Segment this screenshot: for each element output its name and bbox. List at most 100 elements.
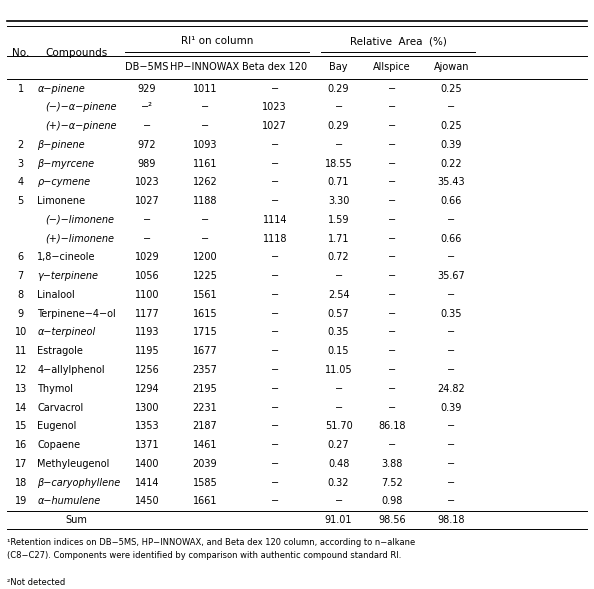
- Text: 1715: 1715: [192, 327, 217, 337]
- Text: α−humulene: α−humulene: [37, 497, 100, 507]
- Text: 0.57: 0.57: [328, 309, 349, 319]
- Text: 1114: 1114: [263, 215, 287, 225]
- Text: DB−5MS: DB−5MS: [125, 62, 169, 72]
- Text: 1400: 1400: [135, 459, 159, 469]
- Text: 15: 15: [15, 421, 27, 431]
- Text: 9: 9: [18, 309, 24, 319]
- Text: Relative  Area  (%): Relative Area (%): [349, 36, 447, 46]
- Text: ²Not detected: ²Not detected: [7, 578, 65, 587]
- Text: −: −: [388, 327, 396, 337]
- Text: 1371: 1371: [135, 440, 159, 450]
- Text: −: −: [388, 215, 396, 225]
- Text: −: −: [334, 271, 343, 281]
- Text: −: −: [201, 102, 209, 112]
- Text: −: −: [388, 384, 396, 394]
- Text: 0.39: 0.39: [441, 140, 462, 150]
- Text: 1: 1: [18, 84, 24, 94]
- Text: −: −: [388, 140, 396, 150]
- Text: −: −: [271, 158, 279, 168]
- Text: 18.55: 18.55: [325, 158, 352, 168]
- Text: 1161: 1161: [192, 158, 217, 168]
- Text: −: −: [271, 384, 279, 394]
- Text: −: −: [271, 271, 279, 281]
- Text: (−)−limonene: (−)−limonene: [45, 215, 114, 225]
- Text: Beta dex 120: Beta dex 120: [242, 62, 307, 72]
- Text: 1677: 1677: [192, 346, 217, 356]
- Text: 0.72: 0.72: [328, 253, 349, 263]
- Text: Copaene: Copaene: [37, 440, 81, 450]
- Text: −: −: [388, 234, 396, 244]
- Text: −: −: [388, 102, 396, 112]
- Text: −: −: [447, 102, 456, 112]
- Text: 929: 929: [138, 84, 156, 94]
- Text: −: −: [271, 440, 279, 450]
- Text: 51.70: 51.70: [325, 421, 352, 431]
- Text: −: −: [388, 290, 396, 300]
- Text: β−pinene: β−pinene: [37, 140, 85, 150]
- Text: 989: 989: [138, 158, 156, 168]
- Text: −: −: [388, 177, 396, 187]
- Text: −: −: [388, 271, 396, 281]
- Text: Allspice: Allspice: [373, 62, 411, 72]
- Text: 8: 8: [18, 290, 24, 300]
- Text: −: −: [271, 497, 279, 507]
- Text: 2195: 2195: [192, 384, 217, 394]
- Text: Carvacrol: Carvacrol: [37, 402, 84, 412]
- Text: −: −: [447, 497, 456, 507]
- Text: 1177: 1177: [135, 309, 159, 319]
- Text: 0.29: 0.29: [328, 121, 349, 131]
- Text: 1029: 1029: [135, 253, 159, 263]
- Text: 19: 19: [15, 497, 27, 507]
- Text: 0.32: 0.32: [328, 478, 349, 488]
- Text: −: −: [271, 309, 279, 319]
- Text: 2: 2: [18, 140, 24, 150]
- Text: 1414: 1414: [135, 478, 159, 488]
- Text: Compounds: Compounds: [46, 48, 108, 58]
- Text: 5: 5: [18, 196, 24, 206]
- Text: 972: 972: [138, 140, 156, 150]
- Text: 2.54: 2.54: [328, 290, 349, 300]
- Text: 1300: 1300: [135, 402, 159, 412]
- Text: γ−terpinene: γ−terpinene: [37, 271, 99, 281]
- Text: −: −: [271, 365, 279, 375]
- Text: 0.66: 0.66: [441, 234, 462, 244]
- Text: 3.88: 3.88: [381, 459, 403, 469]
- Text: −: −: [271, 290, 279, 300]
- Text: −: −: [143, 121, 151, 131]
- Text: Linalool: Linalool: [37, 290, 75, 300]
- Text: 35.67: 35.67: [438, 271, 465, 281]
- Text: 1023: 1023: [135, 177, 159, 187]
- Text: 1193: 1193: [135, 327, 159, 337]
- Text: 91.01: 91.01: [325, 515, 352, 525]
- Text: 3.30: 3.30: [328, 196, 349, 206]
- Text: −: −: [334, 102, 343, 112]
- Text: Terpinene−4−ol: Terpinene−4−ol: [37, 309, 116, 319]
- Text: 0.15: 0.15: [328, 346, 349, 356]
- Text: 1.71: 1.71: [328, 234, 349, 244]
- Text: 1027: 1027: [135, 196, 159, 206]
- Text: 1023: 1023: [263, 102, 287, 112]
- Text: 11.05: 11.05: [325, 365, 352, 375]
- Text: 1,8−cineole: 1,8−cineole: [37, 253, 96, 263]
- Text: 0.71: 0.71: [328, 177, 349, 187]
- Text: Ajowan: Ajowan: [434, 62, 469, 72]
- Text: −: −: [447, 327, 456, 337]
- Text: 98.56: 98.56: [378, 515, 406, 525]
- Text: 0.27: 0.27: [328, 440, 349, 450]
- Text: β−myrcene: β−myrcene: [37, 158, 94, 168]
- Text: 0.39: 0.39: [441, 402, 462, 412]
- Text: ¹Retention indices on DB−5MS, HP−INNOWAX, and Beta dex 120 column, according to : ¹Retention indices on DB−5MS, HP−INNOWAX…: [7, 538, 415, 560]
- Text: 0.29: 0.29: [328, 84, 349, 94]
- Text: 1.59: 1.59: [328, 215, 349, 225]
- Text: −: −: [271, 346, 279, 356]
- Text: 16: 16: [15, 440, 27, 450]
- Text: −: −: [388, 402, 396, 412]
- Text: 0.66: 0.66: [441, 196, 462, 206]
- Text: Eugenol: Eugenol: [37, 421, 77, 431]
- Text: 7.52: 7.52: [381, 478, 403, 488]
- Text: −: −: [447, 365, 456, 375]
- Text: −: −: [388, 84, 396, 94]
- Text: −: −: [447, 290, 456, 300]
- Text: −: −: [271, 196, 279, 206]
- Text: β−caryophyllene: β−caryophyllene: [37, 478, 121, 488]
